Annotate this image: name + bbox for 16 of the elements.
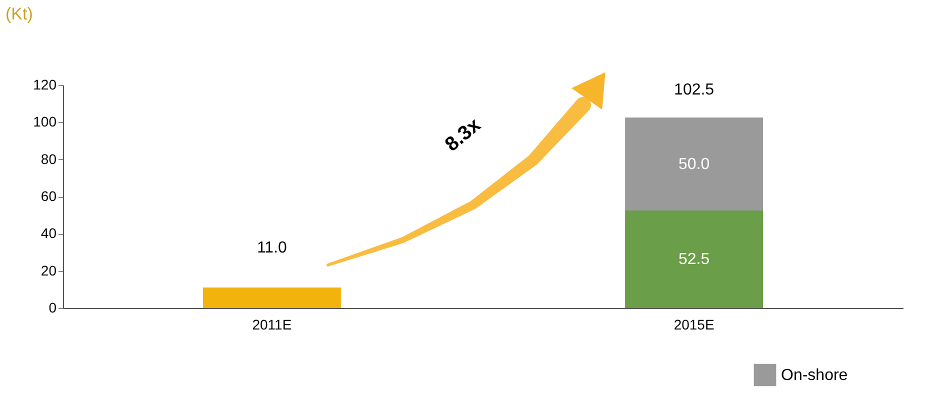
total-label: 102.5 [674, 82, 714, 99]
y-tick-label: 20 [40, 262, 57, 278]
annotation: 8.3x [441, 114, 485, 156]
x-tick-label: 2011E [252, 316, 292, 332]
x-tick-label: 2015E [674, 316, 714, 332]
y-tick-label: 40 [40, 225, 57, 242]
y-tick-label: 120 [33, 76, 57, 92]
y-axis-title: (Kt) [6, 4, 33, 24]
data-label: 50.0 [678, 156, 710, 173]
data-label: 11.0 [256, 240, 288, 257]
y-tick-label: 60 [40, 188, 57, 204]
y-tick-label: 80 [40, 150, 57, 167]
legend-label: On-shore [781, 367, 848, 384]
y-tick-label: 100 [33, 114, 57, 130]
y-tick-label: 0 [48, 300, 57, 316]
data-label: 52.5 [678, 251, 710, 268]
